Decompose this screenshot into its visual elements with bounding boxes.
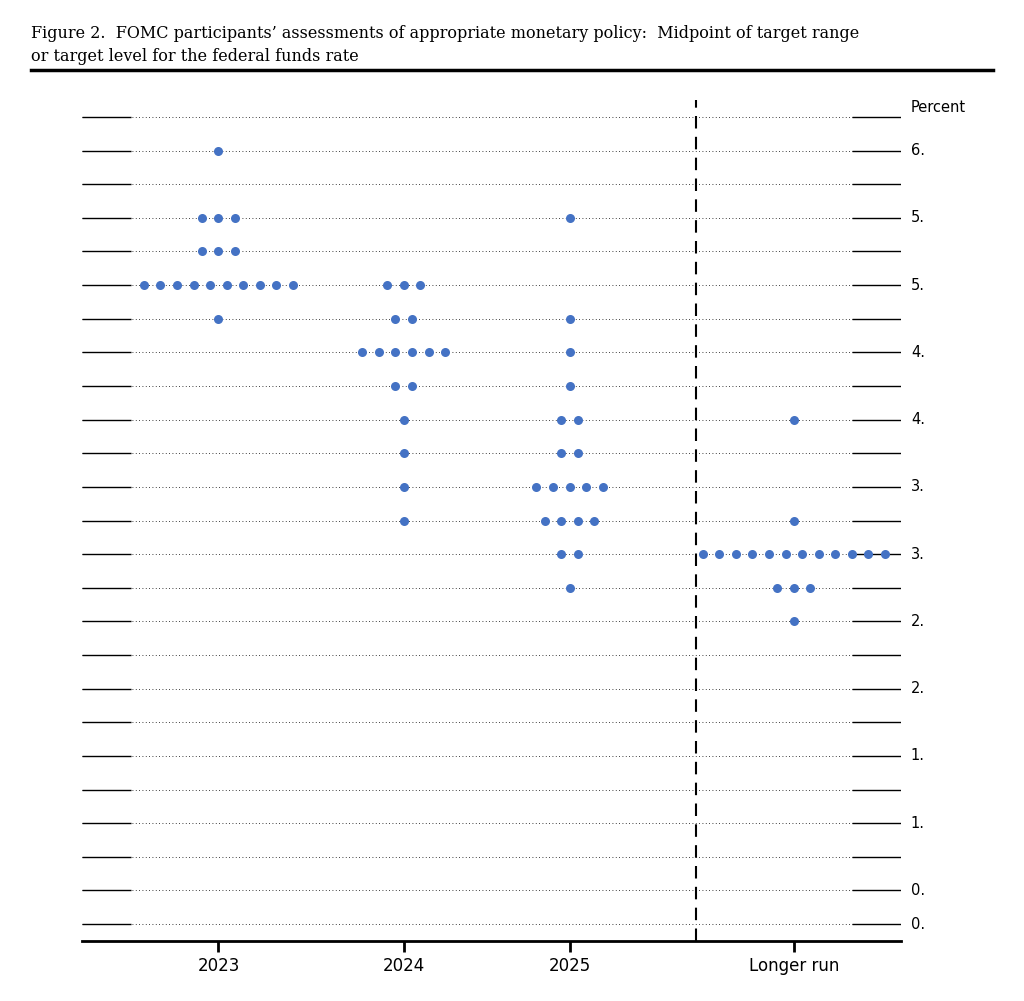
Text: 1.: 1. [911,749,925,764]
Text: 4.: 4. [911,345,925,359]
Text: 2.: 2. [911,614,925,629]
Text: 6.: 6. [911,143,925,158]
Text: 3.: 3. [911,547,925,562]
Text: or target level for the federal funds rate: or target level for the federal funds ra… [31,48,358,65]
Text: 4.: 4. [911,412,925,427]
Text: 5.: 5. [911,277,925,292]
Text: Percent: Percent [911,100,966,115]
Text: Figure 2.  FOMC participants’ assessments of appropriate monetary policy:  Midpo: Figure 2. FOMC participants’ assessments… [31,25,859,42]
Text: 0.: 0. [911,917,925,932]
Text: 1.: 1. [911,816,925,831]
Text: 5.: 5. [911,210,925,225]
Text: 3.: 3. [911,479,925,494]
Text: 2.: 2. [911,682,925,696]
Text: 0.: 0. [911,883,925,898]
